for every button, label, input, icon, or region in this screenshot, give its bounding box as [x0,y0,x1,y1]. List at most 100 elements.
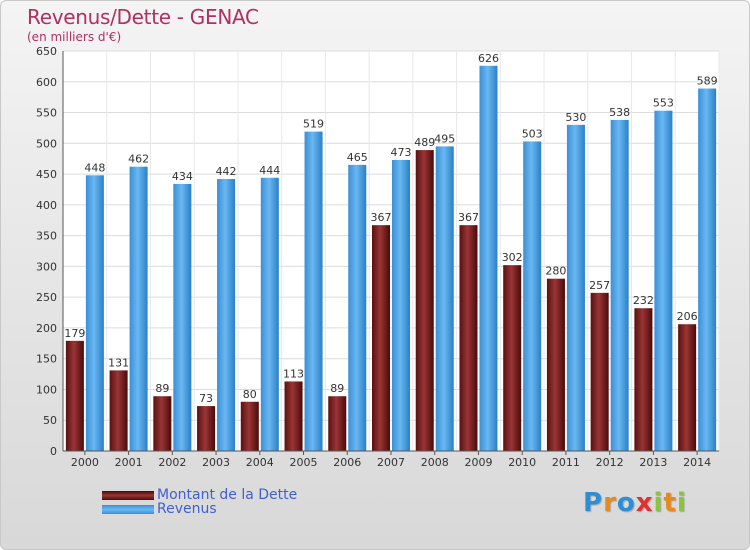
y-tick-label: 200 [36,322,57,335]
y-tick-label: 100 [36,383,57,396]
x-tick-label: 2005 [290,456,318,469]
logo-letter-1: r [603,488,617,518]
legend-swatch-dette [102,490,154,500]
data-label-revenus: 434 [172,170,193,183]
chart-title: Revenus/Dette - GENAC [27,5,259,29]
x-tick-label: 2011 [552,456,580,469]
y-tick-label: 300 [36,260,57,273]
legend-label-dette: Montant de la Dette [157,487,298,503]
bar-dette [240,401,259,451]
data-label-dette: 80 [243,388,257,401]
data-label-dette: 367 [458,211,479,224]
logo-letter-3: x [635,488,654,518]
logo-letter-0: P [583,488,604,518]
x-tick-label: 2008 [421,456,449,469]
legend-label-revenus: Revenus [157,501,217,517]
data-label-revenus: 465 [347,151,368,164]
bar-dette [634,308,653,451]
bar-dette [459,225,478,451]
y-tick-label: 650 [36,45,57,58]
logo-letter-6: i [676,488,687,518]
x-tick-label: 2012 [596,456,624,469]
bar-revenus [217,179,236,451]
proxiti-logo: Proxiti [583,488,687,518]
bar-dette [153,396,172,451]
data-label-dette: 280 [545,265,566,278]
y-tick-label: 150 [36,353,57,366]
data-label-revenus: 473 [391,146,412,159]
data-label-dette: 89 [330,382,344,395]
bar-revenus [173,183,192,451]
data-label-dette: 73 [199,392,213,405]
bar-dette [415,150,434,452]
bar-dette [328,396,347,451]
data-label-revenus: 503 [522,127,543,140]
bar-revenus [566,124,585,451]
data-label-revenus: 448 [84,161,105,174]
data-label-revenus: 538 [609,106,630,119]
y-tick-label: 450 [36,168,57,181]
bar-revenus [479,65,498,452]
bar-dette [546,278,565,451]
x-tick-label: 2013 [639,456,667,469]
bar-revenus [435,146,454,451]
y-tick-label: 400 [36,199,57,212]
x-tick-label: 2007 [377,456,405,469]
bar-revenus [523,141,542,451]
legend-item-dette: Montant de la Dette [102,487,298,503]
data-label-revenus: 626 [478,52,499,65]
y-tick-label: 500 [36,137,57,150]
data-label-dette: 257 [589,279,610,292]
bar-revenus [304,131,323,451]
data-label-dette: 302 [502,251,523,264]
bar-revenus [392,159,410,451]
bar-dette [678,324,697,451]
bar-dette [65,340,84,451]
x-tick-label: 2003 [202,456,230,469]
data-label-dette: 232 [633,294,654,307]
y-tick-label: 550 [36,107,57,120]
data-label-dette: 89 [155,382,169,395]
plot-area [63,51,719,451]
data-label-revenus: 442 [216,165,237,178]
data-label-dette: 179 [64,327,85,340]
x-tick-label: 2010 [508,456,536,469]
logo-letter-5: t [663,488,677,518]
x-tick-label: 2009 [464,456,492,469]
data-label-revenus: 519 [303,118,324,131]
bar-dette [590,292,609,451]
data-label-revenus: 530 [565,111,586,124]
x-tick-label: 2006 [333,456,361,469]
data-label-dette: 206 [677,310,698,323]
data-label-revenus: 553 [653,97,674,110]
y-tick-label: 250 [36,291,57,304]
x-tick-label: 2001 [115,456,143,469]
bar-revenus [129,166,148,451]
x-tick-label: 2002 [158,456,186,469]
bar-revenus [698,88,717,452]
bar-dette [503,265,522,451]
bar-revenus [85,175,104,452]
bar-revenus [610,119,629,451]
data-label-dette: 367 [371,211,392,224]
data-label-revenus: 444 [259,164,280,177]
bar-revenus [260,177,279,451]
x-tick-label: 2014 [683,456,711,469]
bar-dette [109,370,128,451]
data-label-revenus: 462 [128,153,149,166]
bar-dette [197,406,216,451]
data-label-revenus: 495 [434,132,455,145]
y-tick-label: 50 [43,414,57,427]
data-label-dette: 489 [414,136,435,149]
logo-letter-2: o [616,488,636,518]
legend-item-revenus: Revenus [102,501,217,517]
y-tick-label: 350 [36,230,57,243]
chart-subtitle: (en milliers d'€) [27,30,122,44]
data-label-dette: 113 [283,367,304,380]
y-tick-label: 0 [50,445,57,458]
data-label-dette: 131 [108,356,129,369]
x-tick-label: 2004 [246,456,274,469]
y-tick-label: 600 [36,76,57,89]
